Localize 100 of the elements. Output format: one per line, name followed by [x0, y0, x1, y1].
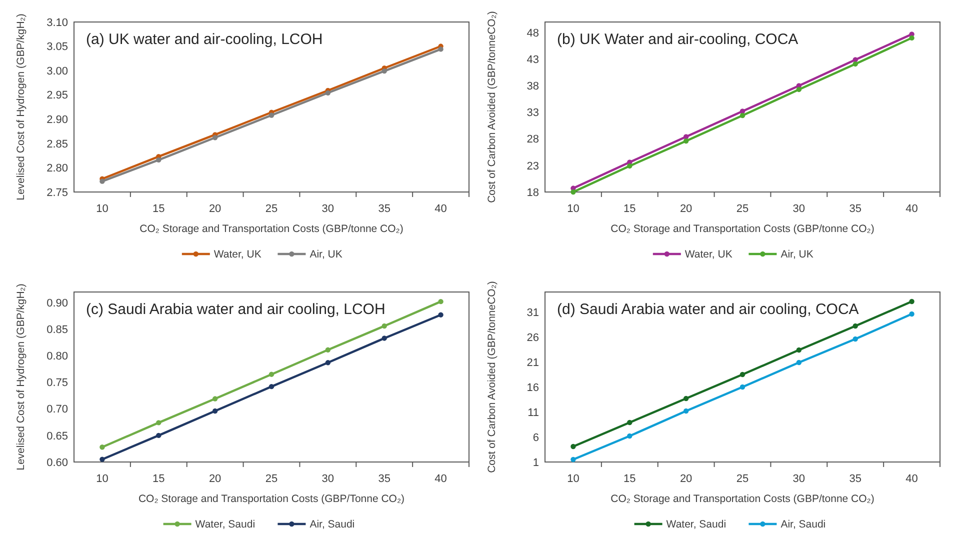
- legend-label: Air, Saudi: [310, 518, 355, 531]
- point: [909, 298, 914, 304]
- y-tick-label: 0.60: [46, 456, 68, 469]
- y-tick-label: 0.90: [46, 297, 68, 310]
- point: [438, 46, 444, 52]
- point: [570, 189, 576, 195]
- x-tick-label: 35: [378, 473, 390, 485]
- point: [156, 157, 162, 163]
- point: [909, 35, 914, 41]
- point: [268, 112, 274, 118]
- point: [325, 90, 331, 96]
- y-tick-label: 0.70: [46, 404, 68, 416]
- x-tick-label: 35: [378, 203, 390, 215]
- point: [325, 360, 331, 366]
- y-tick-label: 28: [526, 134, 539, 146]
- y-tick-label: 21: [526, 356, 539, 369]
- y-axis-title: Cost of Carbon Avoided (GBP/tonneCO₂): [486, 11, 498, 203]
- x-tick-label: 10: [96, 473, 108, 485]
- x-tick-label: 15: [152, 473, 165, 485]
- x-tick-label: 30: [792, 203, 806, 215]
- y-tick-label: 11: [528, 406, 539, 419]
- y-tick-label: 38: [526, 80, 539, 93]
- point: [627, 163, 632, 169]
- text: (b) UK Water and air-cooling, COCA: [557, 31, 798, 48]
- y-axis-title: Levelised Cost of Hydrogen (GBP/kgH₂): [15, 14, 27, 200]
- y-tick-label: 3.05: [46, 41, 68, 54]
- point: [268, 384, 274, 390]
- point: [740, 372, 746, 378]
- x-tick-label: 15: [624, 203, 636, 215]
- point: [740, 384, 746, 390]
- point: [909, 311, 914, 317]
- x-tick-label: 25: [736, 473, 749, 485]
- y-tick-label: 0.65: [46, 430, 68, 442]
- y-tick-label: 43: [526, 54, 539, 66]
- point: [852, 61, 858, 67]
- point: [570, 444, 576, 450]
- x-tick-label: 30: [792, 473, 806, 485]
- point: [212, 135, 218, 140]
- point: [627, 420, 632, 426]
- y-tick-label: 2.90: [46, 114, 68, 126]
- point: [852, 323, 858, 329]
- point: [570, 456, 576, 462]
- y-tick-label: 2.80: [46, 162, 68, 175]
- x-axis-title: CO₂ Storage and Transportation Costs (GBP/tonne CO₂): [610, 493, 874, 505]
- x-tick-label: 20: [208, 203, 222, 215]
- legend-label: Water, UK: [684, 248, 732, 261]
- y-tick-label: 6: [532, 432, 539, 444]
- text: (d) Saudi Arabia water and air cooling, COCA: [557, 301, 859, 318]
- x-tick-label: 10: [567, 203, 580, 215]
- point: [268, 372, 274, 377]
- x-tick-label: 20: [208, 473, 222, 485]
- legend-label: Water, Saudi: [666, 518, 726, 531]
- point: [852, 336, 858, 342]
- x-axis-title: CO₂ Storage and Transportation Costs (GBP/tonne CO₂): [610, 223, 874, 235]
- point: [740, 112, 746, 118]
- x-tick-label: 25: [736, 203, 749, 215]
- x-tick-label: 20: [680, 473, 692, 485]
- y-tick-label: 0.85: [46, 324, 68, 336]
- legend-label: Water, Saudi: [195, 518, 256, 531]
- x-tick-label: 20: [680, 203, 692, 215]
- x-tick-label: 15: [152, 203, 165, 215]
- y-tick-label: 2.95: [46, 90, 68, 102]
- y-tick-label: 18: [526, 186, 539, 199]
- point: [212, 396, 218, 402]
- point: [627, 433, 632, 439]
- y-axis-title: Levelised Cost of Hydrogen (GBP/kgH₂): [15, 284, 27, 470]
- point: [796, 347, 802, 353]
- x-tick-label: 30: [322, 203, 334, 215]
- x-tick-label: 40: [434, 203, 447, 215]
- y-tick-label: 23: [526, 160, 539, 172]
- y-tick-label: 3.10: [46, 16, 68, 29]
- x-axis-title: CO₂ Storage and Transportation Costs (GBP/Tonne CO₂): [138, 493, 405, 505]
- point: [796, 360, 802, 366]
- y-tick-label: 0.80: [46, 350, 68, 363]
- x-tick-label: 10: [567, 473, 580, 485]
- y-tick-label: 26: [526, 332, 539, 344]
- text: (a) UK water and air-cooling, LCOH: [86, 31, 323, 48]
- point: [438, 298, 444, 304]
- y-tick-label: 1: [532, 456, 539, 469]
- x-tick-label: 25: [265, 473, 278, 485]
- point: [212, 408, 218, 414]
- x-tick-label: 25: [265, 203, 278, 215]
- point: [683, 138, 689, 144]
- x-tick-label: 35: [849, 473, 862, 485]
- x-tick-label: 40: [434, 473, 447, 485]
- x-tick-label: 30: [322, 473, 334, 485]
- text: (c) Saudi Arabia water and air cooling, LCOH: [86, 301, 386, 318]
- y-tick-label: 33: [526, 107, 539, 120]
- point: [382, 336, 387, 341]
- y-tick-label: 2.85: [46, 138, 68, 150]
- x-tick-label: 40: [906, 473, 918, 485]
- point: [100, 456, 105, 462]
- y-tick-label: 2.75: [46, 186, 68, 199]
- point: [796, 86, 802, 92]
- x-tick-label: 15: [624, 473, 636, 485]
- y-tick-label: 3.00: [46, 65, 68, 78]
- legend-label: Air, Saudi: [780, 518, 826, 531]
- point: [683, 408, 689, 414]
- point: [382, 68, 387, 74]
- y-tick-label: 0.75: [46, 377, 68, 390]
